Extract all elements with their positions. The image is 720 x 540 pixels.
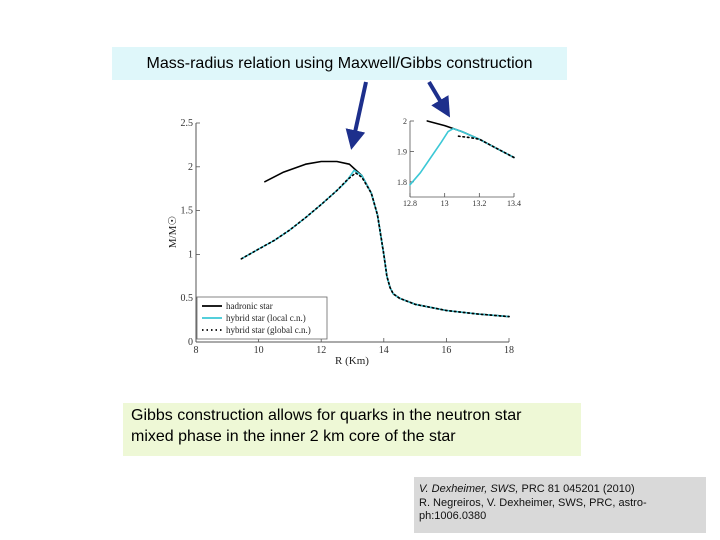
- main-x-tick-label: 18: [504, 345, 514, 356]
- main-y-tick-label: 1.5: [181, 206, 194, 217]
- main-plot-series: [240, 160, 510, 318]
- legend-label-2: hybrid star (global c.n.): [226, 325, 311, 335]
- reference-line-3: ph:1006.0380: [419, 510, 487, 522]
- main-series-0: [264, 160, 510, 318]
- inset-x-tick-label: 13.2: [472, 199, 486, 208]
- main-series-2: [240, 172, 510, 318]
- legend-label-0: hadronic star: [226, 301, 273, 311]
- inset-x-tick-label: 13.4: [507, 199, 521, 208]
- main-x-tick-label: 8: [194, 345, 199, 356]
- arrow-to-inset: [427, 80, 451, 118]
- arrow-to-main-curve: [345, 81, 368, 150]
- main-x-tick-label: 10: [254, 345, 264, 356]
- x-axis-label: R (Km): [335, 355, 369, 367]
- legend-label-1: hybrid star (local c.n.): [226, 313, 306, 323]
- inset-series-2: [457, 135, 515, 159]
- reference-line-2: R. Negreiros, V. Dexheimer, SWS, PRC, as…: [419, 496, 647, 509]
- main-y-tick-label: 2: [188, 162, 193, 173]
- main-x-tick-label: 16: [441, 345, 451, 356]
- note-line-2: mixed phase in the inner 2 km core of th…: [131, 428, 456, 445]
- y-axis-label: M/M☉: [167, 216, 179, 248]
- inset-x-tick-label: 13: [441, 199, 449, 208]
- inset-y-tick-label: 1.8: [397, 178, 407, 187]
- reference-box: V. Dexheimer, SWS, PRC 81 045201 (2010) …: [414, 477, 706, 533]
- main-x-tick-label: 14: [379, 345, 389, 356]
- inset-y-tick-label: 2: [403, 117, 407, 126]
- inset-plot-axes: 12.8 13 13.2 13.4 1.8 1.9 2: [397, 117, 521, 208]
- reference-line-1: V. Dexheimer, SWS, PRC 81 045201 (2010): [419, 483, 706, 497]
- reference-authors-1: V. Dexheimer, SWS,: [419, 483, 519, 495]
- inset-y-tick-label: 1.9: [397, 147, 407, 156]
- main-series-1: [240, 169, 510, 318]
- main-y-tick-label: 2.5: [181, 118, 194, 129]
- chart-legend: hadronic star hybrid star (local c.n.) hyb…: [196, 296, 328, 340]
- gibbs-note: Gibbs construction allows for quarks in …: [123, 403, 581, 456]
- note-line-1: Gibbs construction allows for quarks in …: [131, 407, 522, 424]
- inset-x-tick-label: 12.8: [403, 199, 417, 208]
- main-x-tick-label: 12: [316, 345, 326, 356]
- main-plot-axes: 8 10 12 14 16 18 0 0.5 1 1.5 2 2.5 R (Km) M/M☉: [167, 118, 514, 367]
- inset-plot-series: [409, 120, 515, 186]
- main-y-tick-label: 1: [188, 249, 193, 260]
- inset-series-1: [409, 127, 515, 186]
- slide-title: Mass-radius relation using Maxwell/Gibbs…: [112, 47, 567, 80]
- reference-cite-1: PRC 81 045201 (2010): [518, 483, 635, 495]
- main-y-tick-label: 0: [188, 337, 193, 348]
- main-y-tick-label: 0.5: [181, 293, 194, 304]
- inset-series-0: [426, 120, 515, 159]
